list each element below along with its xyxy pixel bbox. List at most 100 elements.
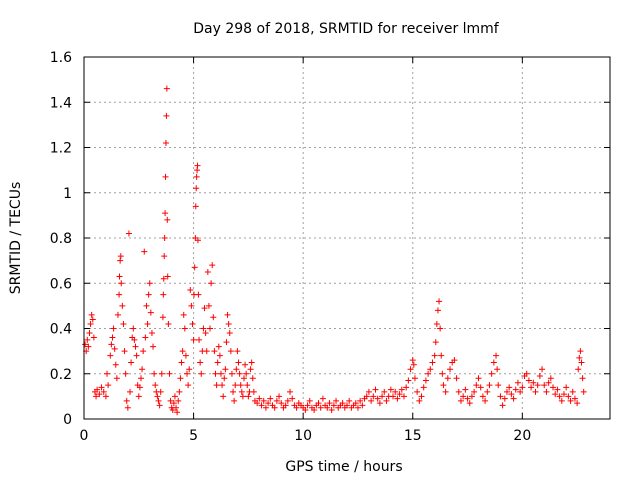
data-point	[161, 253, 168, 260]
data-point	[282, 402, 289, 409]
data-point	[231, 397, 238, 404]
y-tick-label: 1.4	[50, 95, 72, 111]
data-point	[184, 370, 191, 377]
data-point	[96, 391, 103, 398]
data-point	[433, 320, 440, 327]
data-point	[245, 393, 252, 400]
data-point	[212, 370, 219, 377]
data-point	[479, 393, 486, 400]
data-point	[236, 370, 243, 377]
data-point	[429, 359, 436, 366]
data-point	[109, 334, 116, 341]
data-point	[512, 386, 519, 393]
data-point	[482, 397, 489, 404]
data-point	[114, 311, 121, 318]
data-point	[574, 400, 581, 407]
data-point	[185, 382, 192, 389]
data-point	[85, 343, 92, 350]
data-point	[519, 384, 526, 391]
data-point	[156, 402, 163, 409]
data-point	[196, 336, 203, 343]
data-point	[132, 343, 139, 350]
data-point	[191, 264, 198, 271]
data-point	[567, 397, 574, 404]
data-point	[436, 298, 443, 305]
data-point	[165, 320, 172, 327]
data-point	[116, 291, 123, 298]
data-point	[494, 366, 501, 373]
data-point	[536, 373, 543, 380]
x-axis-label: GPS time / hours	[285, 459, 402, 475]
data-point	[575, 366, 582, 373]
data-point	[93, 393, 100, 400]
data-point	[194, 237, 201, 244]
data-point	[82, 341, 89, 348]
data-point	[381, 388, 388, 395]
data-point	[407, 366, 414, 373]
data-point	[447, 366, 454, 373]
data-point	[442, 388, 449, 395]
data-point	[208, 280, 215, 287]
data-point	[580, 388, 587, 395]
data-point	[418, 393, 425, 400]
x-tick-label: 0	[80, 428, 89, 444]
data-point	[215, 343, 222, 350]
data-point	[576, 354, 583, 361]
data-point	[137, 375, 144, 382]
data-point	[439, 370, 446, 377]
data-point	[84, 336, 91, 343]
data-point	[289, 395, 296, 402]
data-point	[178, 359, 185, 366]
data-point	[131, 336, 138, 343]
data-point	[179, 348, 186, 355]
data-point	[486, 382, 493, 389]
data-point	[354, 404, 361, 411]
data-point	[147, 309, 154, 316]
data-point	[330, 402, 337, 409]
data-point	[122, 370, 129, 377]
data-point	[497, 393, 504, 400]
data-point	[98, 384, 105, 391]
data-point	[508, 391, 515, 398]
data-point	[108, 341, 115, 348]
x-tick-label: 5	[189, 428, 198, 444]
data-point	[169, 406, 176, 413]
data-point	[113, 375, 120, 382]
data-point	[87, 320, 94, 327]
data-point	[374, 395, 381, 402]
data-point	[195, 291, 202, 298]
data-point	[177, 375, 184, 382]
data-point	[400, 393, 407, 400]
data-point	[186, 366, 193, 373]
y-tick-label: 1	[63, 186, 72, 202]
data-point	[209, 262, 216, 269]
data-point	[89, 316, 96, 323]
data-point	[530, 379, 537, 386]
data-point	[117, 257, 124, 264]
data-point	[317, 404, 324, 411]
data-point	[493, 352, 500, 359]
data-point	[499, 402, 506, 409]
data-point	[105, 382, 112, 389]
data-point	[293, 404, 300, 411]
data-point	[249, 375, 256, 382]
data-point	[193, 173, 200, 180]
data-point	[554, 386, 561, 393]
data-point	[107, 352, 114, 359]
data-point	[116, 273, 123, 280]
data-point	[405, 377, 412, 384]
data-point	[558, 397, 565, 404]
data-point	[514, 379, 521, 386]
data-point	[136, 384, 143, 391]
data-point	[192, 203, 199, 210]
data-point	[230, 388, 237, 395]
y-tick-label: 1.2	[50, 141, 72, 157]
data-point	[242, 361, 249, 368]
data-point	[223, 339, 230, 346]
data-point	[464, 395, 471, 402]
data-point	[495, 382, 502, 389]
data-point	[462, 386, 469, 393]
data-point	[363, 393, 370, 400]
data-point	[224, 311, 231, 318]
